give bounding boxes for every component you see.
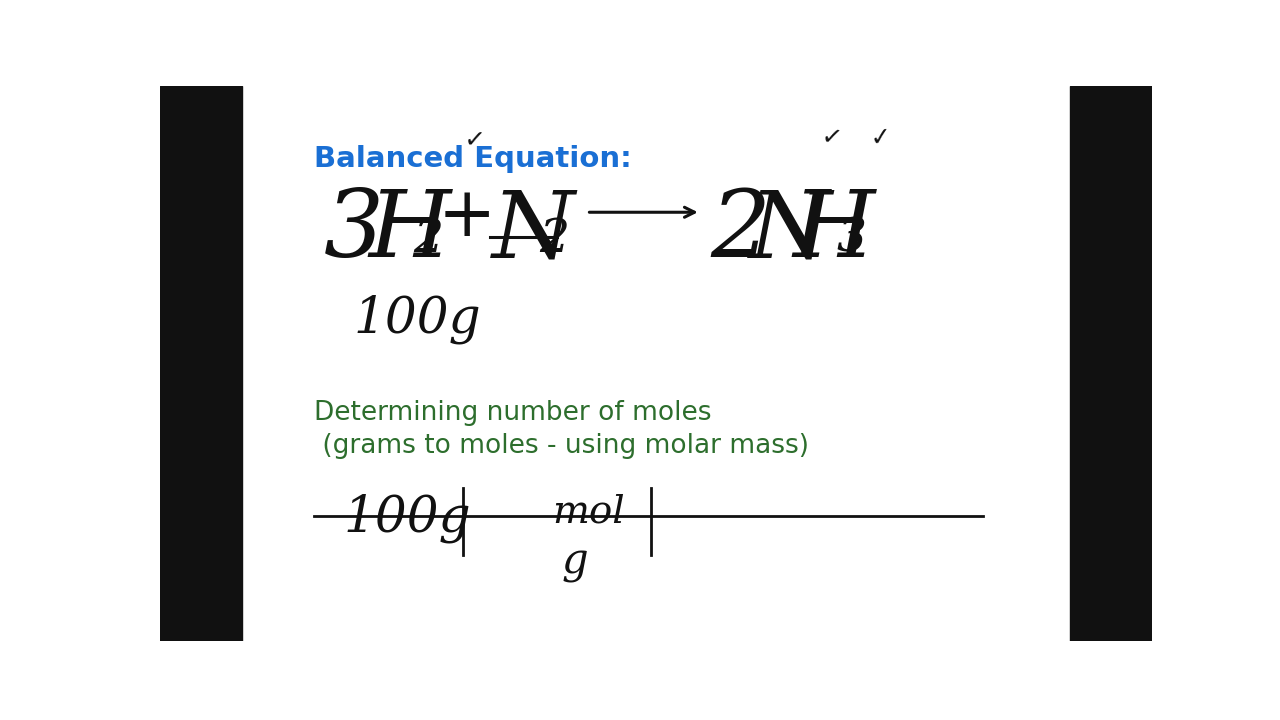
Text: 2: 2 [539,217,570,262]
Text: 100g: 100g [353,294,481,343]
Text: Balanced Equation:: Balanced Equation: [314,145,631,173]
Text: +: + [438,184,497,250]
Text: ✓: ✓ [819,125,844,152]
Text: 3: 3 [324,186,384,276]
Text: 2: 2 [710,186,771,276]
Text: N: N [493,186,575,276]
Bar [1070,86,1152,641]
Text: N: N [749,186,832,276]
Bar [160,86,242,641]
Text: g: g [562,541,589,583]
Text: H: H [792,186,876,276]
Text: 2: 2 [413,217,443,262]
Text: mol: mol [552,494,625,531]
Text: (grams to moles - using molar mass): (grams to moles - using molar mass) [314,433,809,459]
Text: ✓: ✓ [869,125,892,151]
Text: 100g: 100g [343,494,471,544]
Text: Determining number of moles: Determining number of moles [314,400,712,426]
Text: ✓: ✓ [462,128,485,153]
Text: H: H [369,186,451,276]
Text: 3: 3 [837,217,867,262]
